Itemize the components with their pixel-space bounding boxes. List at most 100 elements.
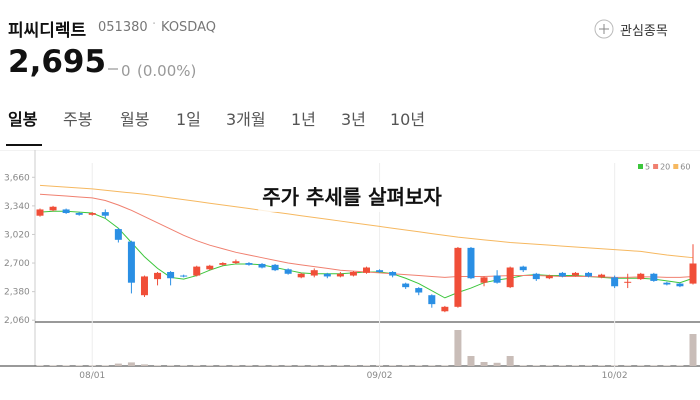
volume-bar <box>519 365 527 366</box>
candle-body <box>376 270 384 272</box>
volume-bar <box>454 330 462 366</box>
candle-body <box>571 272 579 276</box>
x-tick-label: 10/02 <box>602 371 628 381</box>
ma-line <box>39 184 694 259</box>
volume-bar <box>650 365 658 366</box>
tab[interactable]: 1일 <box>176 110 201 129</box>
volume-bar <box>389 365 397 366</box>
candle-body <box>598 274 606 278</box>
legend-label: 20 <box>660 163 670 172</box>
tab[interactable]: 3개월 <box>226 110 266 129</box>
tab[interactable]: 주봉 <box>63 110 93 129</box>
volume-bar <box>480 362 488 366</box>
candle-body <box>441 306 449 312</box>
y-tick-label: 3,660 <box>4 173 30 183</box>
candle-body <box>467 247 475 279</box>
volume-bar <box>637 365 645 366</box>
tab[interactable]: 3년 <box>341 110 366 129</box>
candle-body <box>389 271 397 276</box>
tab[interactable]: 월봉 <box>120 110 150 129</box>
candle-body <box>245 263 253 265</box>
overlay-title: 주가 추세를 살펴보자 <box>262 185 442 209</box>
volume-bar <box>376 365 384 366</box>
volume-bar <box>676 365 684 366</box>
candle-body <box>454 247 462 307</box>
volume-bar <box>428 365 436 366</box>
candle-body <box>663 282 671 285</box>
x-tick-label: 09/02 <box>367 371 393 381</box>
candle-body <box>650 273 658 281</box>
volume-bar <box>689 334 697 366</box>
candle-body <box>219 263 227 265</box>
candle-body <box>271 264 279 271</box>
candle-body <box>480 277 488 283</box>
y-tick-label: 3,020 <box>4 230 30 240</box>
volume-bar <box>36 365 44 366</box>
y-tick-label: 2,380 <box>4 288 30 298</box>
tab[interactable]: 10년 <box>390 110 426 129</box>
candle-body <box>193 266 201 276</box>
volume-bar <box>206 365 214 366</box>
tab[interactable]: 일봉 <box>8 110 38 129</box>
candle-body <box>140 276 148 296</box>
change: 0 <box>121 62 131 80</box>
add-icon[interactable] <box>594 19 614 39</box>
watch-button[interactable]: 관심종목 <box>620 24 668 39</box>
volume-bar <box>114 363 122 366</box>
candle-body <box>676 283 684 287</box>
volume-bar <box>101 365 109 366</box>
volume-bar <box>88 365 96 366</box>
candle-body <box>114 229 122 240</box>
candle-body <box>101 212 109 216</box>
candle-body <box>232 261 240 264</box>
volume-bar <box>558 365 566 366</box>
candle-body <box>637 273 645 280</box>
volume-bar <box>493 362 501 366</box>
volume-bar <box>258 365 266 366</box>
candle-body <box>75 213 83 215</box>
volume-bar <box>271 365 279 366</box>
volume-bar <box>571 365 579 366</box>
volume-bar <box>193 365 201 366</box>
separator: · <box>152 17 157 32</box>
candle-body <box>349 271 357 276</box>
candle-body <box>519 266 527 271</box>
legend-label: 5 <box>645 163 650 172</box>
candle-body <box>36 209 44 216</box>
volume-bar <box>297 365 305 366</box>
stock-name: 피씨디렉트 <box>8 21 87 41</box>
candle-body <box>323 273 331 277</box>
volume-bar <box>441 365 449 366</box>
y-tick-label: 3,340 <box>4 202 30 212</box>
legend-swatch <box>673 164 679 169</box>
tab[interactable]: 1년 <box>291 110 316 129</box>
volume-bar <box>598 365 606 366</box>
candle-body <box>336 273 344 277</box>
candle-body <box>206 265 214 270</box>
legend-swatch <box>638 164 643 169</box>
flat-icon <box>108 68 118 70</box>
candle-body <box>154 272 162 280</box>
volume-bar <box>310 365 318 366</box>
volume-bar <box>532 365 540 366</box>
candle-body <box>180 275 188 277</box>
stock-code: 051380 <box>98 20 148 35</box>
volume-bar <box>75 365 83 366</box>
chart: 2,060 2,380 2,700 3,020 3,340 3,660 08/01 09/02… <box>0 150 700 381</box>
volume-bar <box>402 365 410 366</box>
y-tick-label: 2,060 <box>4 316 30 326</box>
y-tick-label: 2,700 <box>4 259 30 269</box>
volume-bar <box>154 365 162 366</box>
volume-bar <box>663 365 671 366</box>
candle-body <box>611 277 619 287</box>
volume-bar <box>127 362 135 366</box>
volume-bar <box>245 365 253 366</box>
candle-body <box>284 269 292 274</box>
volume-bar <box>62 365 70 366</box>
candle-body <box>258 263 266 268</box>
volume-bar <box>232 365 240 366</box>
volume-bar <box>506 356 514 366</box>
volume-bar <box>363 365 370 366</box>
candle-body <box>624 281 632 283</box>
